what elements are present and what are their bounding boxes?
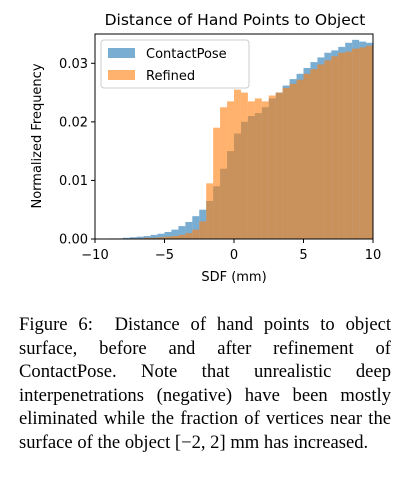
bar-refined: [143, 237, 151, 239]
y-axis: 0.00 0.01 0.02 0.03: [59, 57, 95, 248]
bar-refined: [164, 236, 172, 239]
x-axis-label: SDF (mm): [201, 270, 266, 285]
bar-contactpose: [171, 229, 179, 239]
bar-refined: [289, 83, 297, 240]
bar-refined: [352, 48, 360, 240]
bar-refined: [150, 237, 158, 239]
series-refined-bars: [129, 45, 373, 240]
bar-refined: [240, 92, 248, 239]
histogram-figure: Distance of Hand Points to Object −10 −5 0…: [30, 11, 381, 285]
bar-refined: [178, 234, 186, 239]
legend-label-contactpose: ContactPose: [146, 47, 227, 62]
x-tick-label: −5: [155, 248, 174, 263]
bar-refined: [254, 98, 262, 239]
bar-refined: [303, 73, 311, 239]
x-tick-label: 0: [230, 248, 238, 263]
caption-text: Distance of hand points to object surfac…: [19, 314, 391, 453]
y-tick-label: 0.00: [59, 233, 88, 248]
bar-refined: [157, 237, 165, 239]
bar-contactpose: [129, 237, 137, 239]
caption-math: [−2, 2]: [174, 431, 226, 453]
bar-refined: [261, 101, 269, 239]
bar-contactpose: [143, 236, 151, 239]
bar-refined: [331, 56, 339, 239]
bar-refined: [359, 47, 367, 239]
caption-label: Figure 6:: [19, 314, 93, 335]
x-tick-label: 10: [365, 248, 382, 263]
bar-refined: [185, 233, 193, 239]
x-tick-label: 5: [299, 248, 307, 263]
bar-contactpose: [157, 233, 165, 239]
legend-swatch-refined: [108, 70, 135, 80]
y-tick-label: 0.01: [59, 174, 88, 189]
bar-contactpose: [192, 216, 200, 239]
bar-contactpose: [150, 234, 158, 239]
legend-box: [100, 39, 250, 89]
legend-swatch-contactpose: [108, 48, 135, 58]
bar-refined: [199, 221, 207, 239]
bar-refined: [227, 101, 234, 239]
legend-label-refined: Refined: [146, 69, 195, 84]
x-tick-label: −10: [81, 248, 108, 263]
bar-contactpose: [185, 222, 193, 239]
bar-refined: [192, 229, 200, 239]
y-tick-label: 0.03: [59, 57, 88, 72]
bar-refined: [234, 89, 241, 240]
bar-refined: [282, 87, 290, 239]
chart-title: Distance of Hand Points to Object: [105, 11, 366, 29]
bar-contactpose: [136, 236, 144, 239]
y-tick-label: 0.02: [59, 115, 88, 130]
bar-refined: [324, 60, 332, 239]
bar-refined: [338, 52, 346, 239]
bar-refined: [206, 183, 214, 239]
bar-contactpose: [122, 237, 130, 239]
bar-refined: [275, 92, 283, 239]
bar-refined: [366, 45, 373, 239]
bar-refined: [310, 69, 318, 240]
bar-refined: [220, 107, 228, 239]
bar-contactpose: [164, 231, 172, 239]
x-axis: −10 −5 0 5 10: [81, 239, 381, 263]
bar-refined: [268, 95, 276, 239]
legend: ContactPose Refined: [100, 39, 250, 89]
bar-refined: [345, 51, 353, 240]
y-axis-label: Normalized Frequency: [30, 63, 45, 208]
bar-refined: [247, 101, 255, 239]
figure-caption: Figure 6: Distance of hand points to obj…: [19, 313, 391, 454]
caption-tail: mm has increased.: [225, 431, 369, 453]
bar-refined: [213, 127, 221, 239]
bar-refined: [296, 79, 304, 239]
bar-refined: [317, 64, 325, 239]
bar-refined: [171, 236, 179, 239]
bar-contactpose: [178, 226, 186, 239]
